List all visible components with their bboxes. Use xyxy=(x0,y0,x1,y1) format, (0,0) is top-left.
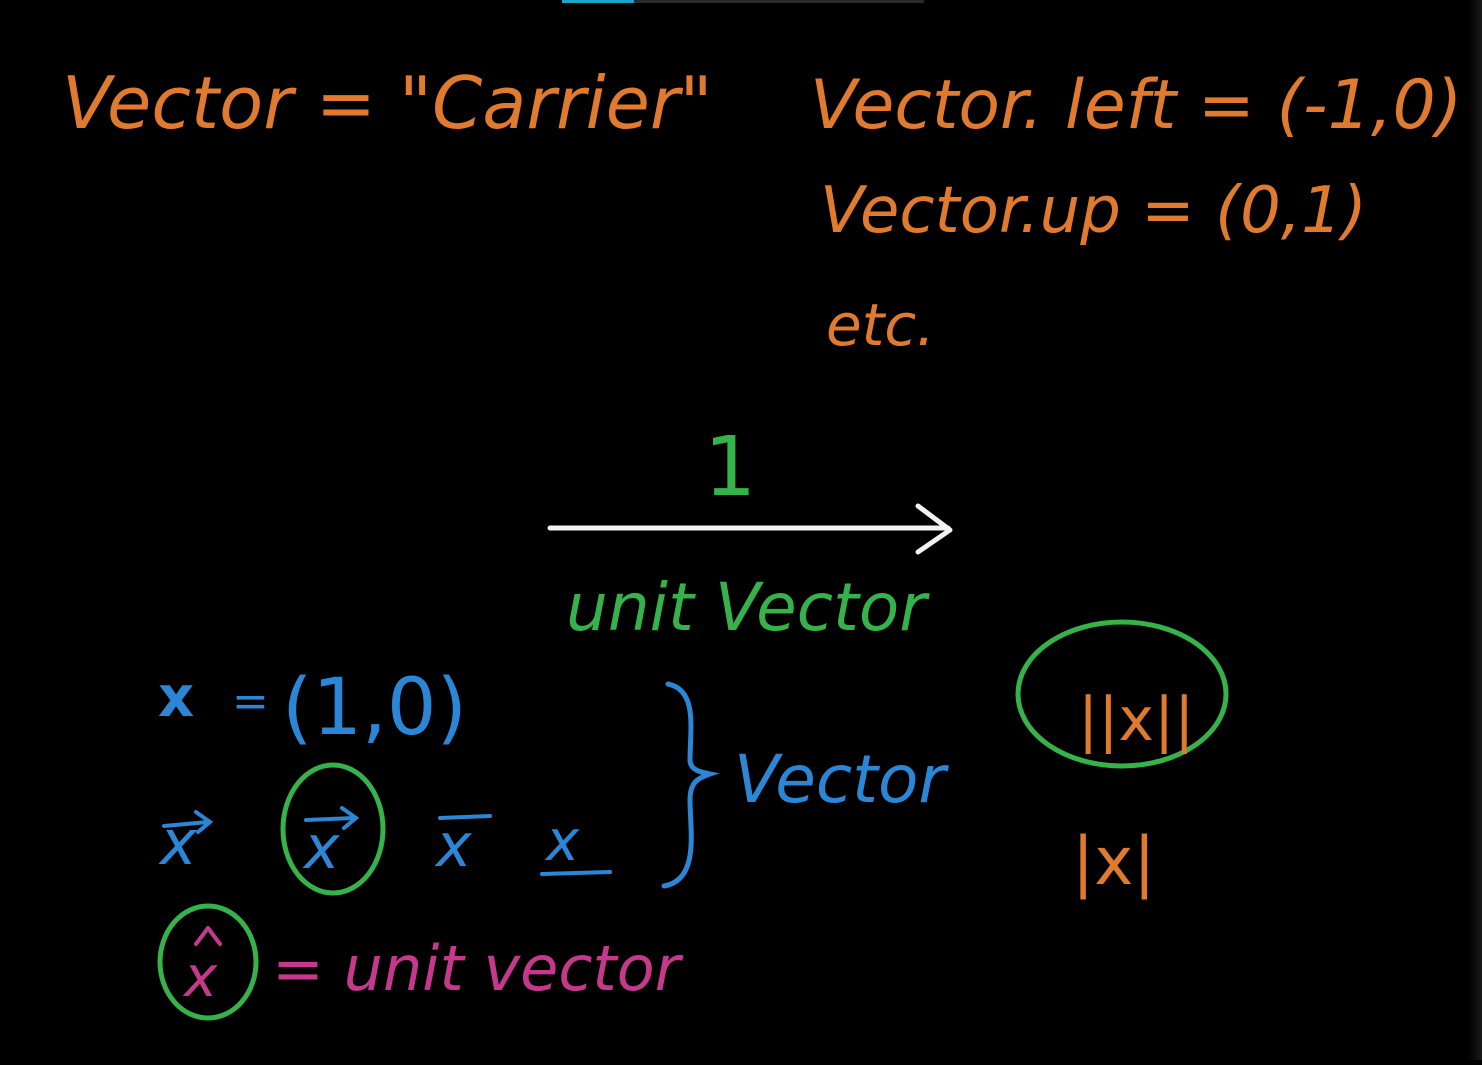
playback-progress-track[interactable] xyxy=(634,0,924,3)
vector-example: x = (1,0) xyxy=(158,663,467,753)
unit-vector-definition: = unit vector xyxy=(272,932,684,1005)
hat-symbol: x xyxy=(182,945,218,1010)
magnitude-highlight-circle xyxy=(1015,619,1229,769)
highlight-circle xyxy=(280,762,386,896)
vector-left-line: Vector. left = (-1,0) xyxy=(810,66,1462,145)
unit-vector-diagram: 1 unit Vector xyxy=(547,420,953,646)
underline-symbol: x xyxy=(544,809,580,874)
double-bar-magnitude: ||x|| xyxy=(1078,685,1194,755)
examples-block: Vector. left = (-1,0) Vector.up = (0,1) … xyxy=(810,66,1462,359)
unit-vector-caption: unit Vector xyxy=(566,569,930,646)
single-bar-magnitude: |x| xyxy=(1072,823,1156,900)
curly-brace-icon xyxy=(661,681,720,889)
arrow-notation-symbol: x xyxy=(158,806,198,879)
notation-variants: x x x x xyxy=(158,681,949,896)
arrow-notation: x xyxy=(158,806,214,879)
magnitude-label: 1 xyxy=(704,420,756,515)
etc-line: etc. xyxy=(826,291,935,359)
hat-highlight-circle xyxy=(157,903,259,1021)
equals-sign: = xyxy=(232,676,269,727)
circled-symbol: x xyxy=(302,813,340,883)
circled-arrow-notation: x xyxy=(280,762,386,896)
arrow-over-icon xyxy=(162,810,214,834)
definition-line: Vector = "Carrier" xyxy=(62,61,713,145)
right-arrow-icon xyxy=(547,503,953,555)
hat-icon xyxy=(194,926,222,946)
hat-notation: x = unit vector xyxy=(157,903,684,1021)
underline-notation: x xyxy=(540,809,612,876)
definition-text: Vector = "Carrier" xyxy=(62,61,713,145)
arrow-over-icon xyxy=(304,806,360,830)
frame-edge xyxy=(1468,0,1482,1060)
vector-up-line: Vector.up = (0,1) xyxy=(820,174,1367,248)
magnitude-notation: ||x|| |x| xyxy=(1015,619,1229,900)
playback-progress-bar[interactable] xyxy=(562,0,634,3)
brace-label: Vector xyxy=(734,741,949,818)
overline-notation: x xyxy=(434,811,492,881)
vector-symbol-bold: x xyxy=(158,665,194,730)
overline-symbol: x xyxy=(434,811,472,881)
vector-value: (1,0) xyxy=(282,663,467,753)
